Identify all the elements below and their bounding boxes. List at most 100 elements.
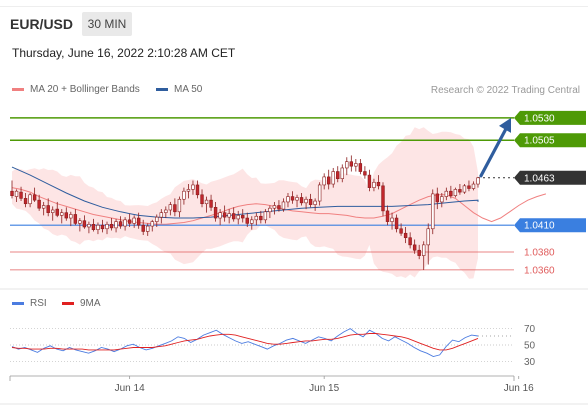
candle-body [295,197,299,201]
candle-body [444,190,449,197]
candle-body [191,184,195,190]
candle-body [376,181,381,187]
candle-body [317,184,322,202]
candle-body [449,190,453,196]
ma20-legend-label: MA 20 + Bollinger Bands [30,84,140,95]
candle-body [390,217,394,222]
candle-body [218,212,222,219]
price-level-1-0360-label: 1.0360 [524,265,555,276]
candle [82,215,87,229]
candle [458,184,462,195]
candle-body [19,191,23,199]
candle [422,241,426,270]
candle [164,206,168,219]
candle [431,189,435,235]
candle-body [453,189,458,196]
forecast-arrow-shaft [479,125,509,178]
candle [46,198,50,217]
candle [367,169,372,192]
rsi-legend-label: RSI [30,298,47,309]
candle [435,187,439,210]
candle-body [14,190,19,197]
candle-body [268,207,272,213]
candle [177,196,182,218]
candle-body [91,223,96,230]
candle [218,209,222,226]
price-label-layer: 1.0530 1.0505 1.0463 1.0410 1.0380 1.0360 [514,110,586,276]
candle-body [340,167,344,179]
candle-body [60,212,64,216]
candle-body [51,209,55,213]
candle-body [118,221,123,227]
candle [412,239,417,254]
candle [345,157,349,176]
candle [150,219,154,232]
candle-body [313,200,317,205]
candle [250,216,254,230]
top-divider [0,6,588,7]
candle-body [308,198,313,205]
candle [385,205,390,226]
forecast-arrow-layer [479,117,511,178]
candle [399,223,403,236]
candle [331,167,335,188]
rsi-line [11,328,479,357]
candle [349,155,354,172]
candle [376,175,381,190]
candle [272,201,277,215]
price-level-1-0463-label: 1.0463 [524,173,555,184]
candle-body [408,237,412,246]
candle [182,187,186,205]
candle-body [250,219,254,224]
candle [32,187,37,202]
candle [60,209,64,224]
candle-body [431,193,435,230]
price-level-1-0410-tag-bg [514,218,586,233]
candle [78,218,82,232]
candle [227,209,231,224]
ma20-swatch [12,87,24,91]
candle-body [10,190,14,196]
candle [10,180,14,199]
candle [231,207,236,222]
price-level-1-0410-label: 1.0410 [524,221,555,232]
candle-body [37,199,41,209]
candle [204,196,209,213]
candle [308,193,313,208]
candle-body [105,223,109,230]
candle [259,210,263,224]
candle-body [209,199,213,208]
candle [109,218,114,231]
candle [268,205,272,219]
candle-body [259,215,263,221]
candle-body [467,185,471,189]
price-level-1-0530-tag-bg [514,110,586,125]
candle-body [28,194,32,205]
candle [317,182,322,206]
candle-body [304,198,308,204]
candle-body [69,214,73,219]
candle-body [417,249,421,256]
candle [322,173,326,190]
timeframe-badge[interactable]: 30 MIN [82,12,132,36]
candle-body [222,212,227,218]
candle-body [186,189,191,192]
candle [313,198,317,211]
candle-body [435,193,439,203]
time-tick-label: Jun 16 [504,383,534,394]
candle [28,193,32,208]
candle-body [195,184,200,196]
candle [440,193,444,208]
candle-body [100,224,105,230]
candle-body [177,198,182,213]
candle-body [412,244,417,251]
rsi-tick-30: 30 [524,357,536,368]
candle-body [336,171,340,179]
candle-body [281,201,286,210]
candle [254,212,259,226]
candle [241,209,245,223]
candle-body [245,217,249,224]
candle [290,191,295,204]
candle [114,218,118,233]
